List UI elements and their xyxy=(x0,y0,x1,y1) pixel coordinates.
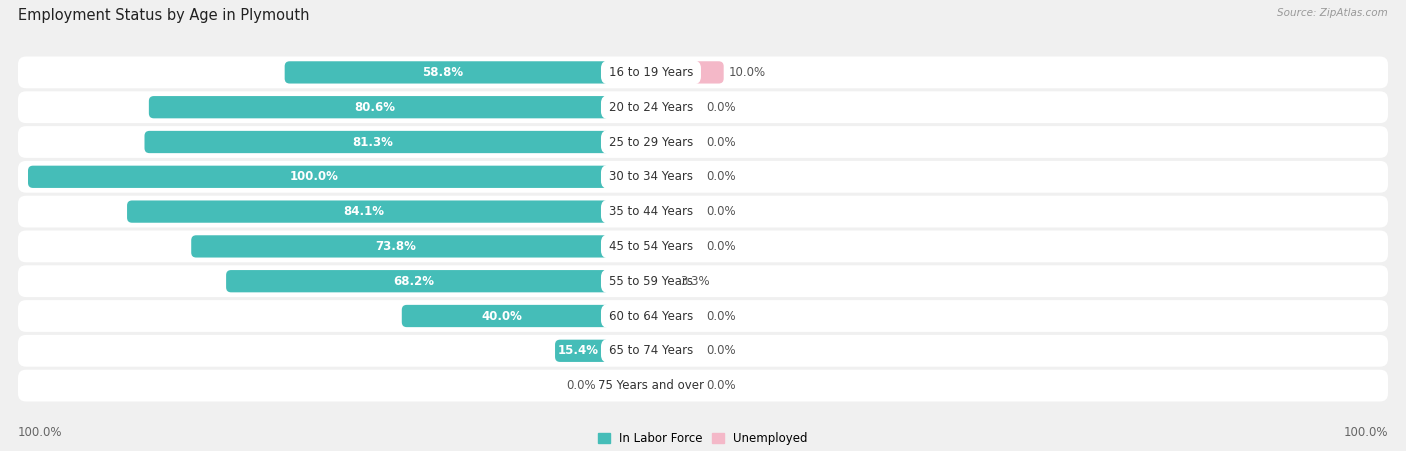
FancyBboxPatch shape xyxy=(651,270,675,292)
FancyBboxPatch shape xyxy=(600,130,702,154)
Text: 75 Years and over: 75 Years and over xyxy=(598,379,704,392)
FancyBboxPatch shape xyxy=(600,199,702,224)
Text: 73.8%: 73.8% xyxy=(375,240,416,253)
FancyBboxPatch shape xyxy=(18,196,1388,227)
FancyBboxPatch shape xyxy=(127,200,651,223)
Text: 0.0%: 0.0% xyxy=(567,379,596,392)
Text: 10.0%: 10.0% xyxy=(728,66,766,79)
FancyBboxPatch shape xyxy=(18,161,1388,193)
Legend: In Labor Force, Unemployed: In Labor Force, Unemployed xyxy=(598,432,808,445)
Text: 16 to 19 Years: 16 to 19 Years xyxy=(609,66,693,79)
FancyBboxPatch shape xyxy=(600,373,702,398)
FancyBboxPatch shape xyxy=(284,61,651,83)
Text: 68.2%: 68.2% xyxy=(394,275,434,288)
Text: 30 to 34 Years: 30 to 34 Years xyxy=(609,170,693,183)
Text: 81.3%: 81.3% xyxy=(353,135,394,148)
FancyBboxPatch shape xyxy=(600,165,702,189)
Text: 0.0%: 0.0% xyxy=(706,135,735,148)
Text: 100.0%: 100.0% xyxy=(290,170,339,183)
Text: Employment Status by Age in Plymouth: Employment Status by Age in Plymouth xyxy=(18,8,309,23)
Text: 0.0%: 0.0% xyxy=(706,344,735,357)
FancyBboxPatch shape xyxy=(149,96,651,118)
Text: 0.0%: 0.0% xyxy=(706,170,735,183)
Text: 20 to 24 Years: 20 to 24 Years xyxy=(609,101,693,114)
Text: 84.1%: 84.1% xyxy=(343,205,384,218)
FancyBboxPatch shape xyxy=(28,166,651,188)
FancyBboxPatch shape xyxy=(18,230,1388,262)
Text: 35 to 44 Years: 35 to 44 Years xyxy=(609,205,693,218)
FancyBboxPatch shape xyxy=(145,131,651,153)
Text: 15.4%: 15.4% xyxy=(558,344,599,357)
Text: 0.0%: 0.0% xyxy=(706,379,735,392)
FancyBboxPatch shape xyxy=(18,370,1388,401)
Text: 80.6%: 80.6% xyxy=(354,101,395,114)
Text: 0.0%: 0.0% xyxy=(706,309,735,322)
Text: 100.0%: 100.0% xyxy=(18,427,62,440)
Text: 0.0%: 0.0% xyxy=(706,205,735,218)
FancyBboxPatch shape xyxy=(402,305,651,327)
Text: 55 to 59 Years: 55 to 59 Years xyxy=(609,275,693,288)
FancyBboxPatch shape xyxy=(18,300,1388,332)
FancyBboxPatch shape xyxy=(600,95,702,120)
FancyBboxPatch shape xyxy=(600,304,702,328)
Text: 45 to 54 Years: 45 to 54 Years xyxy=(609,240,693,253)
FancyBboxPatch shape xyxy=(18,56,1388,88)
FancyBboxPatch shape xyxy=(18,335,1388,367)
Text: 0.0%: 0.0% xyxy=(706,240,735,253)
FancyBboxPatch shape xyxy=(555,340,651,362)
Text: 25 to 29 Years: 25 to 29 Years xyxy=(609,135,693,148)
FancyBboxPatch shape xyxy=(600,269,702,293)
FancyBboxPatch shape xyxy=(191,235,651,258)
Text: 58.8%: 58.8% xyxy=(422,66,464,79)
FancyBboxPatch shape xyxy=(18,265,1388,297)
Text: 3.3%: 3.3% xyxy=(681,275,710,288)
FancyBboxPatch shape xyxy=(651,61,724,83)
FancyBboxPatch shape xyxy=(18,91,1388,123)
Text: Source: ZipAtlas.com: Source: ZipAtlas.com xyxy=(1277,8,1388,18)
Text: 65 to 74 Years: 65 to 74 Years xyxy=(609,344,693,357)
Text: 100.0%: 100.0% xyxy=(1344,427,1388,440)
Text: 60 to 64 Years: 60 to 64 Years xyxy=(609,309,693,322)
FancyBboxPatch shape xyxy=(18,126,1388,158)
FancyBboxPatch shape xyxy=(600,60,702,84)
Text: 40.0%: 40.0% xyxy=(481,309,522,322)
FancyBboxPatch shape xyxy=(600,234,702,258)
FancyBboxPatch shape xyxy=(226,270,651,292)
Text: 0.0%: 0.0% xyxy=(706,101,735,114)
FancyBboxPatch shape xyxy=(600,339,702,363)
